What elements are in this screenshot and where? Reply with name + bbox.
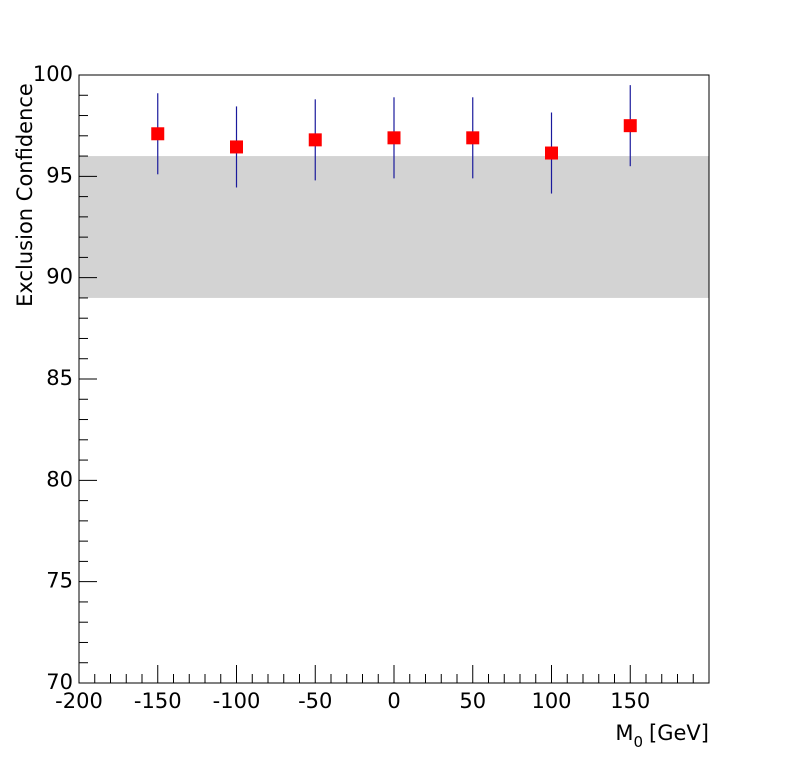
y-tick-label: 85 [46, 366, 73, 390]
marker [545, 146, 558, 160]
x-axis-label: M0 [GeV] [615, 721, 709, 751]
x-tick-label: 50 [459, 689, 486, 713]
y-axis-label: Exclusion Confidence [13, 83, 37, 307]
x-tick-label: -100 [213, 689, 261, 713]
x-tick-label: 150 [610, 689, 650, 713]
x-axis-label-unit: [GeV] [649, 721, 709, 745]
marker [466, 131, 480, 145]
x-tick-label: 0 [387, 689, 400, 713]
y-tick-label: 75 [46, 569, 73, 593]
marker [387, 131, 401, 145]
band [79, 156, 709, 298]
marker [623, 119, 637, 133]
x-axis-label-sub: 0 [634, 733, 644, 751]
x-axis-label-base: M [615, 721, 633, 745]
marker [151, 127, 165, 141]
x-tick-label: -150 [134, 689, 182, 713]
marker [230, 140, 243, 154]
marker [308, 133, 322, 147]
x-tick-label: 100 [531, 689, 571, 713]
y-tick-label: 95 [46, 163, 73, 187]
x-tick-label: -200 [55, 689, 103, 713]
x-tick-label: -50 [298, 689, 332, 713]
y-tick-label: 80 [46, 467, 73, 491]
y-tick-label: 70 [46, 670, 73, 694]
y-tick-label: 100 [33, 62, 73, 86]
y-tick-label: 90 [46, 265, 73, 289]
